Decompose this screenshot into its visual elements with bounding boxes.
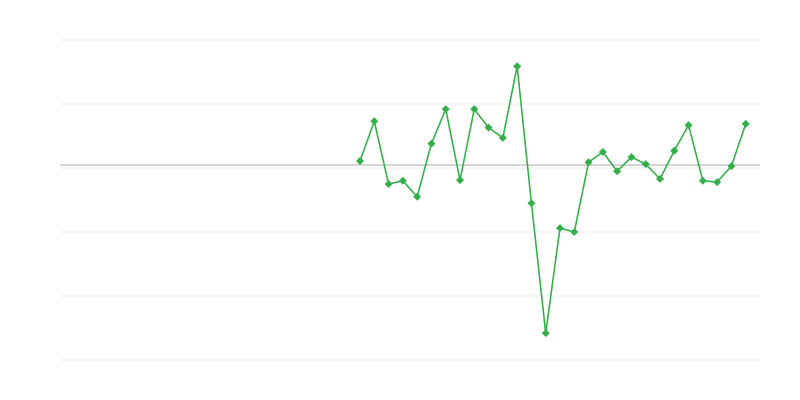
data-point	[456, 176, 464, 185]
data-point	[356, 156, 364, 165]
data-point	[498, 133, 507, 142]
data-point	[641, 160, 650, 169]
data-point	[370, 117, 379, 126]
data-point	[613, 167, 622, 176]
data-point	[513, 62, 522, 71]
data-point	[441, 105, 450, 114]
data-point	[570, 228, 579, 236]
data-point	[598, 148, 607, 156]
series-points	[356, 62, 750, 338]
data-point	[656, 174, 664, 183]
data-point	[541, 329, 550, 338]
data-point	[727, 162, 736, 171]
series-polyline	[359, 66, 747, 334]
data-point	[741, 119, 750, 128]
data-point	[384, 180, 393, 188]
data-point	[556, 224, 564, 233]
data-point	[627, 153, 636, 162]
data-point	[670, 146, 679, 155]
data-point	[684, 121, 693, 130]
series-line	[359, 66, 747, 334]
data-point	[584, 158, 593, 167]
grid-lines	[60, 39, 760, 361]
data-point	[484, 123, 493, 132]
data-point	[698, 176, 707, 185]
data-point	[398, 176, 407, 185]
data-point	[427, 139, 436, 148]
data-point	[470, 105, 479, 114]
data-point	[527, 199, 536, 208]
data-point	[413, 192, 422, 201]
data-point	[713, 178, 722, 187]
